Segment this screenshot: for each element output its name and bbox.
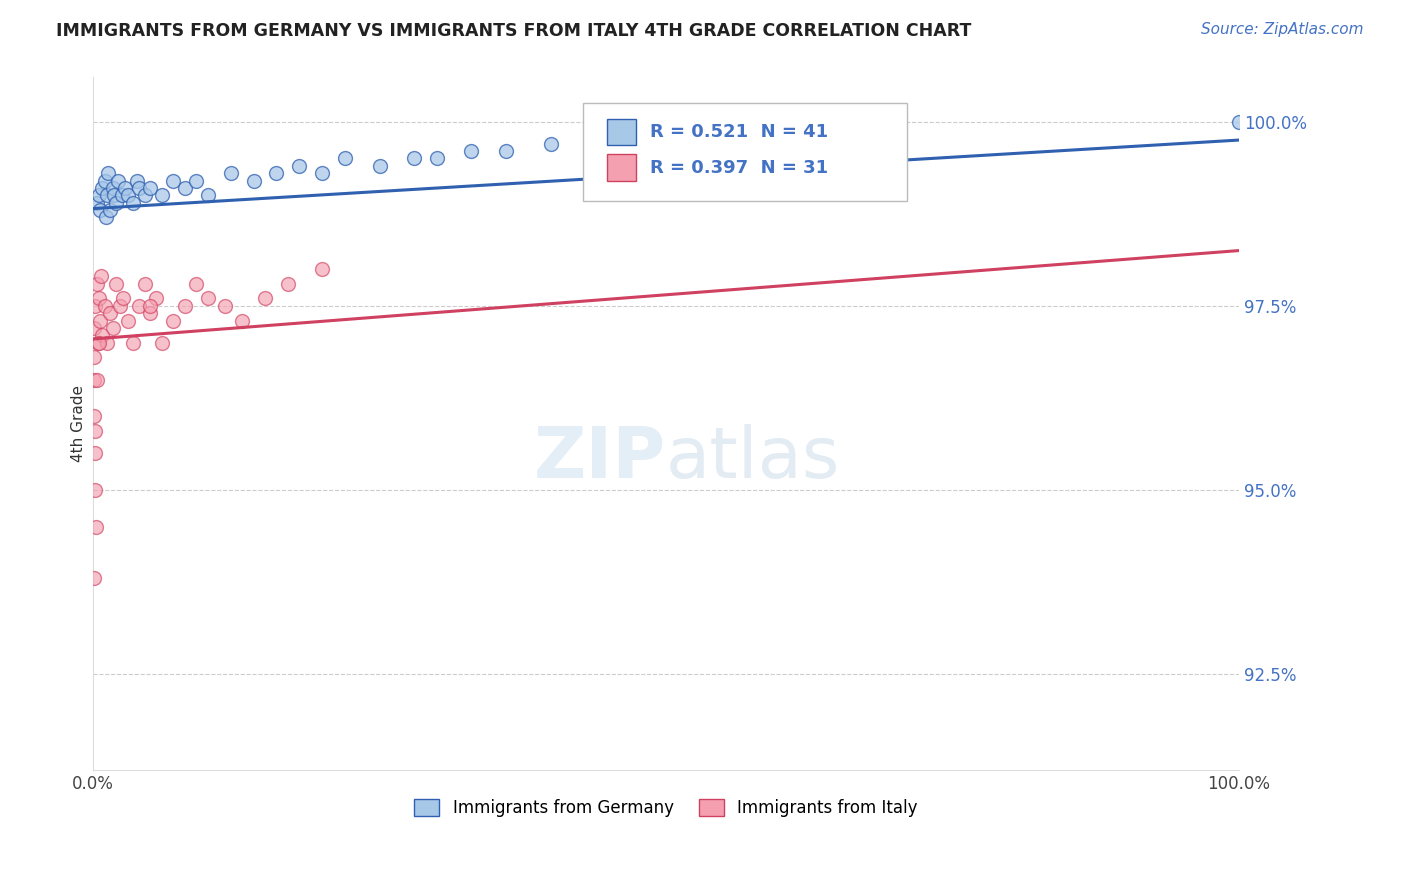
Point xyxy=(83,424,105,438)
Point xyxy=(402,152,425,166)
Text: atlas: atlas xyxy=(666,424,841,493)
Point xyxy=(1227,114,1250,128)
Point xyxy=(105,195,128,210)
Point xyxy=(122,335,145,350)
Point xyxy=(84,299,107,313)
Point xyxy=(242,173,264,187)
Point xyxy=(162,313,184,327)
Point xyxy=(139,299,162,313)
Point xyxy=(94,211,117,225)
Point xyxy=(98,202,121,217)
Point xyxy=(173,181,195,195)
Text: Source: ZipAtlas.com: Source: ZipAtlas.com xyxy=(1201,22,1364,37)
Point xyxy=(87,292,110,306)
Point xyxy=(139,306,162,320)
Point xyxy=(105,277,128,291)
Point xyxy=(368,159,391,173)
Point xyxy=(266,166,288,180)
Point xyxy=(111,292,134,306)
Point xyxy=(83,372,105,386)
Point xyxy=(93,299,115,313)
Point xyxy=(96,335,118,350)
Point xyxy=(150,188,173,202)
Point xyxy=(186,173,208,187)
Point xyxy=(426,152,449,166)
Point xyxy=(655,136,678,151)
Point xyxy=(108,299,131,313)
Point xyxy=(93,173,115,187)
Point xyxy=(214,299,236,313)
Point xyxy=(277,277,299,291)
Point xyxy=(84,520,107,534)
Point xyxy=(288,159,311,173)
Point xyxy=(173,299,195,313)
Point xyxy=(125,173,148,187)
Point xyxy=(84,483,107,497)
Point xyxy=(86,277,108,291)
Point xyxy=(495,144,517,158)
Point xyxy=(150,335,173,350)
Point xyxy=(134,277,156,291)
Point xyxy=(540,136,562,151)
Point xyxy=(197,188,219,202)
Point xyxy=(128,299,150,313)
Text: R = 0.397  N = 31: R = 0.397 N = 31 xyxy=(650,159,828,177)
Point xyxy=(87,188,110,202)
Point xyxy=(97,166,120,180)
Y-axis label: 4th Grade: 4th Grade xyxy=(72,385,86,462)
Point xyxy=(114,181,136,195)
Point xyxy=(335,152,357,166)
Point xyxy=(111,188,134,202)
Point xyxy=(98,306,121,320)
Point xyxy=(117,188,139,202)
Point xyxy=(311,262,333,277)
Point xyxy=(134,188,156,202)
Point xyxy=(219,166,242,180)
Point xyxy=(231,313,253,327)
Point xyxy=(91,181,114,195)
Point xyxy=(128,181,150,195)
Point xyxy=(90,269,112,284)
Point xyxy=(145,292,167,306)
Point xyxy=(122,195,145,210)
Point xyxy=(162,173,184,187)
Point xyxy=(884,129,907,144)
Point xyxy=(83,321,105,335)
Point xyxy=(101,321,124,335)
Point xyxy=(87,335,110,350)
Point xyxy=(101,181,124,195)
Point xyxy=(83,446,105,460)
Point xyxy=(89,202,111,217)
Point xyxy=(83,409,105,424)
Point xyxy=(83,571,105,585)
Text: ZIP: ZIP xyxy=(534,424,666,493)
Text: IMMIGRANTS FROM GERMANY VS IMMIGRANTS FROM ITALY 4TH GRADE CORRELATION CHART: IMMIGRANTS FROM GERMANY VS IMMIGRANTS FR… xyxy=(56,22,972,40)
Point xyxy=(96,188,118,202)
Text: R = 0.521  N = 41: R = 0.521 N = 41 xyxy=(650,123,828,141)
Point xyxy=(87,335,110,350)
Point xyxy=(89,313,111,327)
Point xyxy=(86,195,108,210)
Point xyxy=(186,277,208,291)
Point xyxy=(91,328,114,343)
Point xyxy=(460,144,482,158)
Point xyxy=(86,372,108,386)
Legend: Immigrants from Germany, Immigrants from Italy: Immigrants from Germany, Immigrants from… xyxy=(408,792,924,824)
Point xyxy=(139,181,162,195)
Point xyxy=(103,188,125,202)
Point xyxy=(253,292,276,306)
Point xyxy=(197,292,219,306)
Point xyxy=(117,313,139,327)
Point xyxy=(83,351,105,365)
Point xyxy=(311,166,333,180)
Point xyxy=(107,173,129,187)
